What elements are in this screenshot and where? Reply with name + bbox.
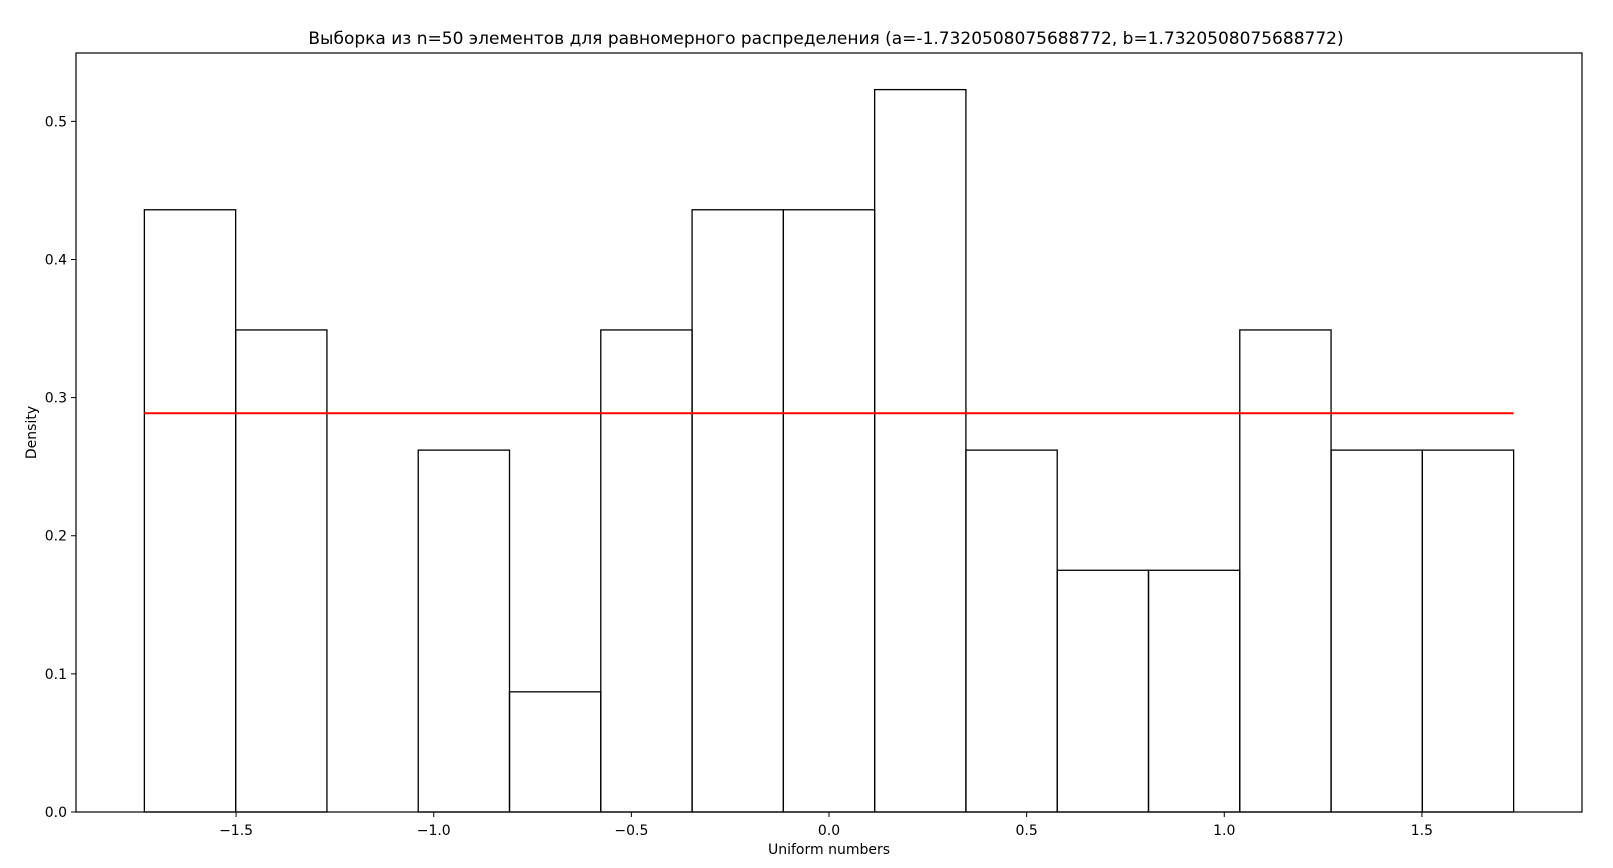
histogram-bar xyxy=(782,209,876,813)
x-tick-label: 1.0 xyxy=(1213,823,1235,839)
y-tick-label: 0.3 xyxy=(45,391,67,407)
histogram-bar xyxy=(1239,329,1332,813)
y-axis-label: Density xyxy=(24,406,40,459)
histogram-bar xyxy=(873,88,967,813)
histogram-bar xyxy=(417,449,511,813)
y-tick-label: 0.1 xyxy=(45,667,67,683)
histogram-bar xyxy=(508,691,602,813)
x-tick-label: 0.5 xyxy=(1016,823,1038,839)
histogram-bar xyxy=(1147,569,1241,813)
x-axis: −1.5 −1.0 −0.5 0.0 0.5 1.0 1.5 xyxy=(219,812,1433,839)
x-tick-label: 1.5 xyxy=(1411,823,1433,839)
histogram-bar xyxy=(600,329,693,813)
histogram-bar xyxy=(1330,449,1424,813)
x-tick-label: −1.5 xyxy=(219,823,253,839)
y-axis: 0.0 0.1 0.2 0.3 0.4 0.5 xyxy=(45,114,76,821)
x-tick-label: 0.0 xyxy=(818,823,840,839)
x-tick-label: −1.0 xyxy=(417,823,451,839)
y-tick-label: 0.4 xyxy=(45,252,67,268)
y-tick-label: 0.0 xyxy=(45,805,67,821)
plot-frame xyxy=(75,52,1583,813)
chart-title: Выборка из n=50 элементов для равномерно… xyxy=(308,29,1343,49)
histogram-bar xyxy=(691,209,785,813)
histogram-bar xyxy=(965,449,1058,813)
histogram-bar xyxy=(1421,449,1515,813)
histogram-bar xyxy=(143,209,237,813)
y-tick-label: 0.2 xyxy=(45,529,67,545)
y-tick-label: 0.5 xyxy=(45,114,67,130)
histogram-bar xyxy=(1056,569,1150,813)
x-tick-label: −0.5 xyxy=(614,823,648,839)
x-axis-label: Uniform numbers xyxy=(768,842,890,858)
histogram-bars xyxy=(143,88,1515,813)
histogram-bar xyxy=(234,329,328,813)
